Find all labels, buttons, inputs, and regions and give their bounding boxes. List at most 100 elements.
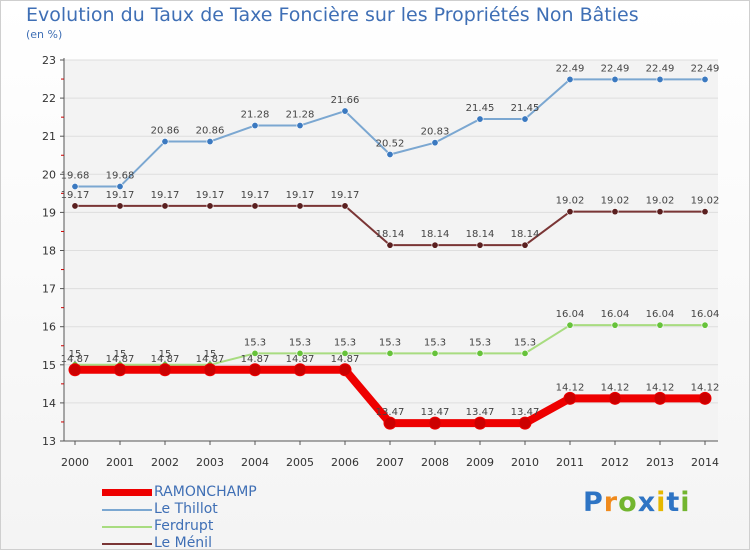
data-point-le-m-nil <box>566 208 574 216</box>
data-label-le-thillot: 21.45 <box>511 103 540 114</box>
data-point-ramonchamp <box>383 416 397 430</box>
y-tick-label: 22 <box>42 92 56 105</box>
data-point-le-thillot <box>386 150 394 158</box>
data-label-ramonchamp: 14.87 <box>241 354 270 365</box>
data-label-ferdrupt: 15 <box>204 349 217 360</box>
data-point-le-thillot <box>611 75 619 83</box>
data-label-ferdrupt: 15.3 <box>334 337 356 348</box>
x-tick-label: 2012 <box>601 456 629 469</box>
data-point-ferdrupt <box>431 349 439 357</box>
data-point-ramonchamp <box>653 391 667 405</box>
data-label-le-thillot: 19.68 <box>61 170 90 181</box>
data-label-ramonchamp: 13.47 <box>376 407 405 418</box>
data-label-le-m-nil: 19.17 <box>286 190 315 201</box>
x-tick-label: 2006 <box>331 456 359 469</box>
data-point-le-thillot <box>566 75 574 83</box>
data-label-le-thillot: 22.49 <box>646 63 675 74</box>
x-tick-label: 2002 <box>151 456 179 469</box>
data-point-le-m-nil <box>476 241 484 249</box>
data-point-le-m-nil <box>161 202 169 210</box>
data-point-ramonchamp <box>68 363 82 377</box>
x-tick-label: 2003 <box>196 456 224 469</box>
data-point-ramonchamp <box>203 363 217 377</box>
data-point-le-thillot <box>71 182 79 190</box>
data-point-ramonchamp <box>698 391 712 405</box>
data-label-le-thillot: 20.86 <box>196 126 225 137</box>
data-label-ferdrupt: 15.3 <box>289 337 311 348</box>
data-label-ramonchamp: 14.87 <box>151 354 180 365</box>
logo-letter: o <box>618 487 638 518</box>
data-label-le-thillot: 22.49 <box>601 63 630 74</box>
y-tick-label: 16 <box>42 321 56 334</box>
data-point-ramonchamp <box>608 391 622 405</box>
data-label-ramonchamp: 13.47 <box>421 407 450 418</box>
data-point-le-m-nil <box>251 202 259 210</box>
x-tick-label: 2010 <box>511 456 539 469</box>
x-tick-label: 2005 <box>286 456 314 469</box>
legend-swatch-le-thillot <box>102 509 152 511</box>
data-label-ferdrupt: 15 <box>69 349 82 360</box>
data-point-le-thillot <box>206 138 214 146</box>
data-label-le-m-nil: 19.02 <box>556 196 585 207</box>
data-label-ramonchamp: 14.87 <box>331 354 360 365</box>
data-point-le-m-nil <box>341 202 349 210</box>
data-label-le-thillot: 21.66 <box>331 95 360 106</box>
data-label-le-thillot: 19.68 <box>106 170 135 181</box>
x-tick-label: 2001 <box>106 456 134 469</box>
data-label-ferdrupt: 15.3 <box>244 337 266 348</box>
data-point-le-thillot <box>701 75 709 83</box>
x-tick-label: 2004 <box>241 456 269 469</box>
data-point-ferdrupt <box>701 321 709 329</box>
data-label-le-thillot: 22.49 <box>556 63 585 74</box>
data-point-ramonchamp <box>338 363 352 377</box>
x-tick-label: 2009 <box>466 456 494 469</box>
data-point-le-thillot <box>251 122 259 130</box>
chart-title: Evolution du Taux de Taxe Foncière sur l… <box>26 4 639 26</box>
data-point-ferdrupt <box>341 349 349 357</box>
data-label-ferdrupt: 16.04 <box>601 309 630 320</box>
data-point-le-thillot <box>476 115 484 123</box>
data-point-ramonchamp <box>248 363 262 377</box>
data-point-ferdrupt <box>656 321 664 329</box>
data-label-ferdrupt: 16.04 <box>646 309 675 320</box>
data-point-le-m-nil <box>701 208 709 216</box>
data-label-le-thillot: 21.45 <box>466 103 495 114</box>
data-label-le-m-nil: 19.17 <box>106 190 135 201</box>
data-point-le-thillot <box>521 115 529 123</box>
data-point-le-m-nil <box>656 208 664 216</box>
data-label-le-m-nil: 19.02 <box>646 196 675 207</box>
data-point-le-thillot <box>116 182 124 190</box>
legend-label-le-thillot: Le Thillot <box>154 501 218 517</box>
data-label-le-m-nil: 18.14 <box>376 229 405 240</box>
data-label-ferdrupt: 15 <box>114 349 127 360</box>
y-tick-label: 17 <box>42 283 56 296</box>
data-point-ferdrupt <box>521 349 529 357</box>
data-point-le-thillot <box>341 107 349 115</box>
data-label-ferdrupt: 15.3 <box>469 337 491 348</box>
data-point-ferdrupt <box>566 321 574 329</box>
x-tick-label: 2000 <box>61 456 89 469</box>
data-label-ramonchamp: 13.47 <box>511 407 540 418</box>
data-label-le-m-nil: 19.17 <box>196 190 225 201</box>
logo-letter: t <box>666 487 681 518</box>
data-label-ramonchamp: 14.12 <box>601 382 630 393</box>
logo-letter: i <box>656 487 667 518</box>
data-point-le-m-nil <box>611 208 619 216</box>
data-point-le-m-nil <box>116 202 124 210</box>
data-label-ferdrupt: 15.3 <box>424 337 446 348</box>
data-label-le-thillot: 20.52 <box>376 138 405 149</box>
logo-letter: x <box>637 487 657 518</box>
legend-swatch-ferdrupt <box>102 526 152 528</box>
data-label-ramonchamp: 14.12 <box>646 382 675 393</box>
data-label-le-m-nil: 19.17 <box>61 190 90 201</box>
y-tick-label: 21 <box>42 130 56 143</box>
data-point-ferdrupt <box>296 349 304 357</box>
y-tick-label: 20 <box>42 168 56 181</box>
data-point-ramonchamp <box>293 363 307 377</box>
data-point-le-m-nil <box>71 202 79 210</box>
data-point-le-m-nil <box>296 202 304 210</box>
x-tick-label: 2011 <box>556 456 584 469</box>
x-tick-label: 2008 <box>421 456 449 469</box>
x-tick-label: 2014 <box>691 456 719 469</box>
